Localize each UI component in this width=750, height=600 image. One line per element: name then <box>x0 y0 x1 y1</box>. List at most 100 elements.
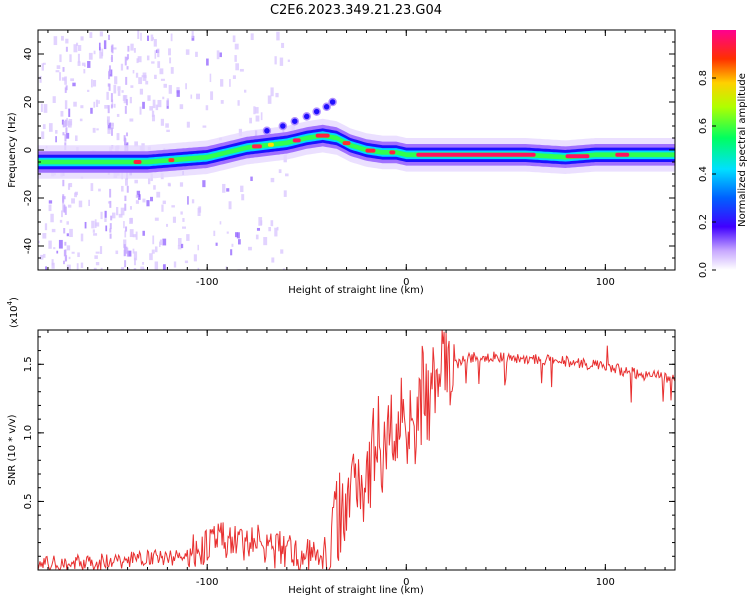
noise-speck <box>260 112 263 121</box>
snr-ylabel: SNR (10 * v/v) <box>7 414 18 485</box>
noise-speck <box>100 267 103 270</box>
noise-streak <box>108 71 111 80</box>
noise-speck <box>185 49 190 55</box>
noise-speck <box>281 42 285 48</box>
noise-speck <box>154 261 159 270</box>
noise-speck <box>149 253 153 261</box>
noise-speck <box>75 191 78 196</box>
noise-speck <box>90 79 93 88</box>
noise-streak <box>111 44 114 54</box>
trace-peak <box>251 144 262 149</box>
noise-speck <box>120 207 125 216</box>
noise-speck <box>190 94 193 99</box>
noise-speck <box>237 100 240 106</box>
noise-speck <box>94 255 98 259</box>
noise-speck <box>104 218 107 222</box>
noise-speck <box>93 267 97 270</box>
noise-speck <box>232 35 236 43</box>
noise-speck <box>48 123 53 132</box>
snr-xlabel: Height of straight line (km) <box>288 585 424 596</box>
trace-peak <box>615 152 630 157</box>
noise-speck <box>123 239 127 248</box>
noise-speck <box>83 69 86 74</box>
noise-speck <box>142 101 145 109</box>
noise-speck <box>135 231 138 240</box>
noise-speck <box>41 131 45 140</box>
noise-speck <box>107 122 111 130</box>
noise-speck <box>226 231 229 234</box>
noise-speck <box>42 233 47 239</box>
noise-speck <box>152 37 154 40</box>
noise-streak <box>62 132 65 136</box>
noise-streak <box>124 105 127 114</box>
colorbar-axes: 0.0 0.2 0.4 0.6 0.8 <box>698 70 716 278</box>
noise-speck <box>173 261 177 268</box>
noise-speck <box>197 244 199 251</box>
noise-speck <box>75 42 79 46</box>
noise-speck <box>91 220 95 229</box>
noise-speck <box>98 100 100 104</box>
noise-speck <box>132 69 135 74</box>
noise-speck <box>56 65 61 69</box>
noise-speck <box>275 92 279 98</box>
noise-speck <box>113 103 116 108</box>
noise-speck <box>267 95 272 104</box>
colorbar-tick-label: 0.2 <box>698 214 709 230</box>
noise-streak <box>64 119 67 127</box>
noise-speck <box>142 198 146 203</box>
noise-streak <box>62 194 65 202</box>
noise-speck <box>61 210 63 218</box>
noise-speck <box>220 79 224 87</box>
noise-streak <box>108 65 111 75</box>
noise-speck <box>106 91 109 100</box>
trace-peak <box>565 154 590 159</box>
noise-speck <box>280 249 284 254</box>
noise-speck <box>177 245 182 250</box>
noise-speck <box>59 219 63 223</box>
noise-speck <box>41 63 44 71</box>
noise-speck <box>250 176 253 182</box>
colorbar-tick-label: 0.4 <box>698 166 709 182</box>
noise-streak <box>127 45 130 52</box>
noise-speck <box>271 257 275 263</box>
noise-speck <box>166 98 170 106</box>
noise-speck <box>155 104 159 111</box>
noise-speck <box>64 100 68 110</box>
noise-speck <box>282 268 286 270</box>
noise-streak <box>124 56 127 66</box>
noise-speck <box>99 31 103 37</box>
noise-speck <box>61 77 66 81</box>
snr-frame <box>37 329 676 571</box>
noise-streak <box>126 54 129 60</box>
noise-speck <box>210 91 214 100</box>
noise-speck <box>165 123 169 128</box>
noise-speck <box>279 57 284 66</box>
noise-speck <box>206 58 209 66</box>
noise-streak <box>107 83 110 87</box>
noise-speck <box>44 223 48 231</box>
noise-speck <box>157 48 160 58</box>
noise-speck <box>88 52 93 60</box>
noise-speck <box>153 39 157 47</box>
noise-speck <box>191 35 195 41</box>
noise-speck <box>219 221 222 225</box>
noise-streak <box>64 249 67 257</box>
snr-layer <box>38 330 675 570</box>
noise-speck <box>66 245 71 251</box>
trace-peak <box>416 152 536 157</box>
noise-speck <box>42 62 46 65</box>
noise-speck <box>121 90 124 93</box>
trace-peak <box>365 148 376 153</box>
noise-streak <box>63 196 66 200</box>
branch-point <box>302 112 311 121</box>
noise-streak <box>110 215 113 221</box>
noise-speck <box>186 121 190 128</box>
noise-speck <box>253 106 256 115</box>
noise-speck <box>168 183 171 187</box>
noise-speck <box>193 254 197 262</box>
noise-speck <box>64 76 67 85</box>
noise-speck <box>236 232 240 239</box>
noise-speck <box>99 246 103 254</box>
noise-speck <box>45 266 48 270</box>
noise-speck <box>66 118 68 126</box>
